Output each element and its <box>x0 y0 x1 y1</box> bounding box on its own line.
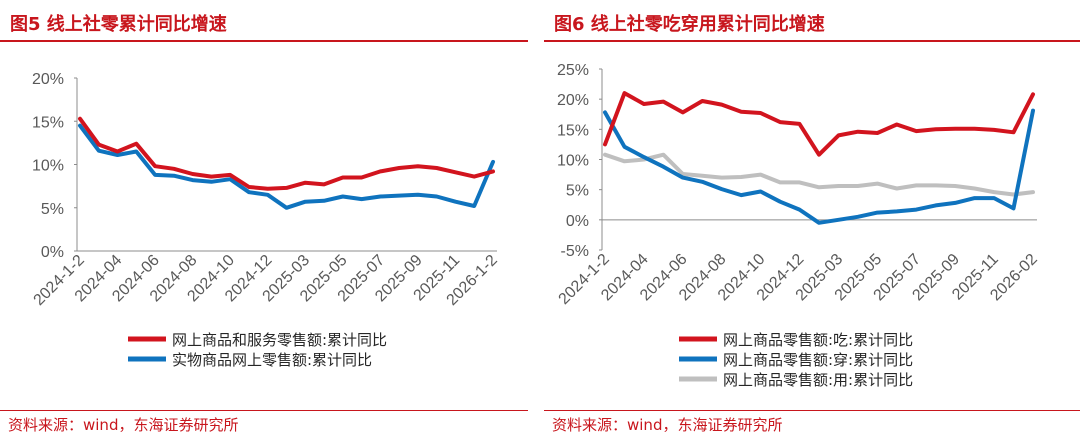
title-divider <box>0 40 528 42</box>
chart-title: 图5 线上社零累计同比增速 <box>10 14 227 35</box>
source-divider <box>0 410 528 411</box>
y-tick-label: 10% <box>557 153 589 170</box>
legend-label: 网上商品零售额:用:累计同比 <box>723 371 913 389</box>
chart-panel-figure5: 图5 线上社零累计同比增速 0% 5% 10% 15% 20% 2024-1-2 2024-… <box>0 0 528 443</box>
legend-label: 网上商品零售额:吃:累计同比 <box>723 331 913 349</box>
title-divider <box>544 40 1080 42</box>
y-tick-label: 25% <box>557 62 589 79</box>
chart-panel-figure6: 图6 线上社零吃穿用累计同比增速 -5% 0% 5% 10% 15% 20% 25% 2024… <box>544 0 1080 443</box>
legend-label: 网上商品零售额:穿:累计同比 <box>723 351 913 369</box>
y-tick-label: 5% <box>566 183 589 200</box>
y-tick-label: 10% <box>32 158 64 175</box>
line-chart-food-clothing-goods: -5%0%5%10%15%20%25%2024-1-22024-042024-0… <box>556 62 1041 389</box>
series-line-0 <box>603 91 1035 157</box>
legend-label: 网上商品和服务零售额:累计同比 <box>172 331 387 349</box>
y-tick-label: 0% <box>41 244 64 261</box>
series-line-1 <box>78 123 495 210</box>
source-note: 资料来源：wind，东海证券研究所 <box>8 416 239 434</box>
series-line-1 <box>603 108 1035 225</box>
y-tick-label: 0% <box>566 213 589 230</box>
source-divider <box>544 410 1080 411</box>
y-tick-label: 20% <box>557 92 589 109</box>
source-note: 资料来源：wind，东海证券研究所 <box>552 416 783 434</box>
y-tick-label: 15% <box>32 114 64 131</box>
y-tick-label: 20% <box>32 71 64 88</box>
series-line-0 <box>78 116 495 191</box>
chart-title: 图6 线上社零吃穿用累计同比增速 <box>554 14 825 35</box>
y-tick-label: 15% <box>557 122 589 139</box>
series-line-2 <box>603 152 1035 197</box>
line-chart-online-retail: 0%5%10%15%20%2024-1-22024-042024-062024-… <box>31 71 501 369</box>
y-tick-label: -5% <box>561 243 589 260</box>
y-tick-label: 5% <box>41 201 64 218</box>
legend-label: 实物商品网上零售额:累计同比 <box>172 351 372 369</box>
